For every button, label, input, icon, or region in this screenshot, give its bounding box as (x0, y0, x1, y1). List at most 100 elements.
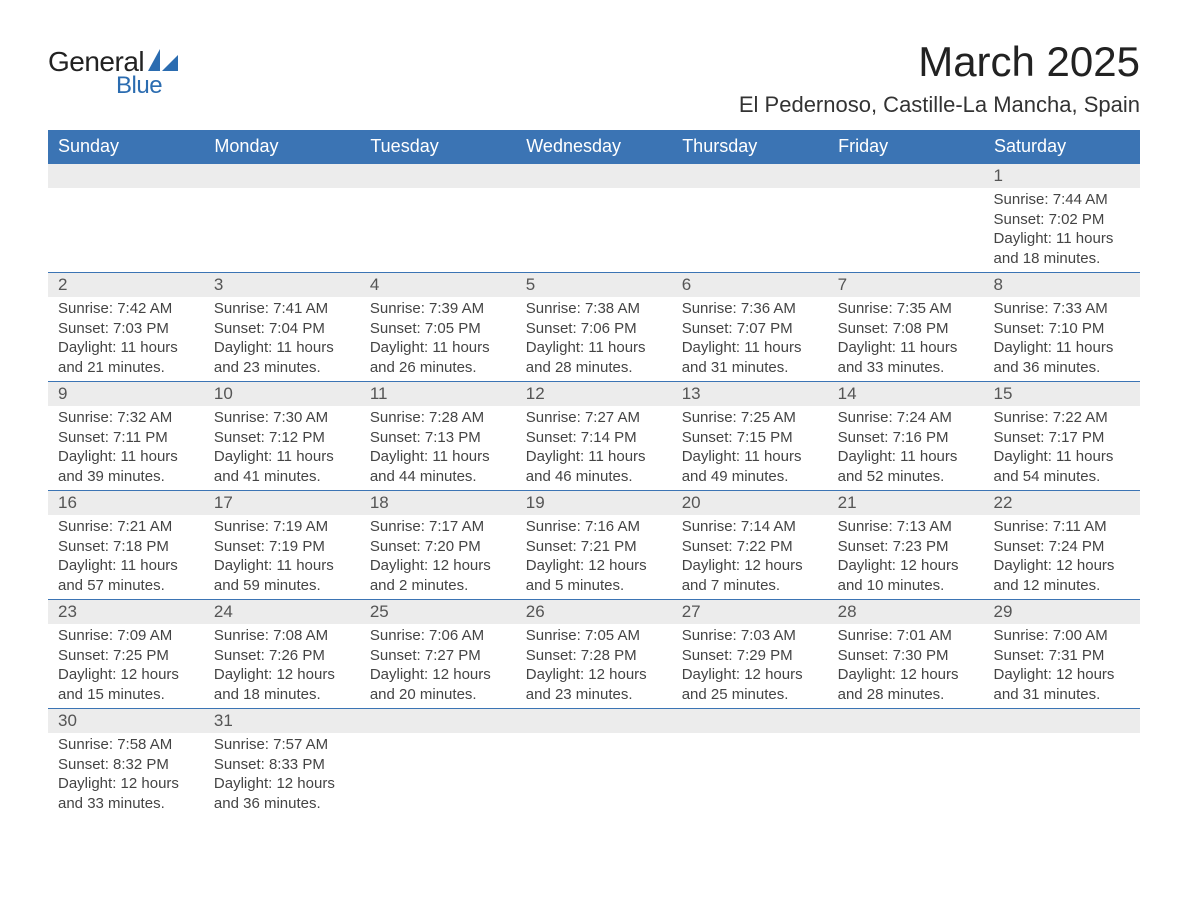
sunset-text: Sunset: 7:26 PM (214, 646, 350, 666)
sunrise-text: Sunrise: 7:25 AM (682, 408, 818, 428)
daylight-text: and 36 minutes. (214, 794, 350, 814)
sunset-text: Sunset: 8:33 PM (214, 755, 350, 775)
day-number-cell (360, 709, 516, 734)
weekday-header: Monday (204, 130, 360, 164)
daylight-text: Daylight: 12 hours (838, 556, 974, 576)
sunrise-text: Sunrise: 7:58 AM (58, 735, 194, 755)
sunset-text: Sunset: 7:30 PM (838, 646, 974, 666)
day-number-cell: 17 (204, 491, 360, 516)
logo: General Blue (48, 38, 180, 100)
sunrise-text: Sunrise: 7:36 AM (682, 299, 818, 319)
day-number-cell (48, 164, 204, 189)
day-data-cell: Sunrise: 7:14 AMSunset: 7:22 PMDaylight:… (672, 515, 828, 600)
calendar-body: 1 Sunrise: 7:44 AMSunset: 7:02 PMDayligh… (48, 164, 1140, 818)
logo-text-blue: Blue (116, 72, 162, 100)
daylight-text: and 41 minutes. (214, 467, 350, 487)
data-row: Sunrise: 7:58 AMSunset: 8:32 PMDaylight:… (48, 733, 1140, 817)
day-number-cell (204, 164, 360, 189)
day-number-cell: 29 (984, 600, 1140, 625)
day-number-cell: 4 (360, 273, 516, 298)
daylight-text: Daylight: 11 hours (370, 447, 506, 467)
day-number-cell: 24 (204, 600, 360, 625)
sunset-text: Sunset: 7:06 PM (526, 319, 662, 339)
day-data-cell (360, 733, 516, 817)
sunset-text: Sunset: 7:05 PM (370, 319, 506, 339)
daylight-text: Daylight: 12 hours (58, 774, 194, 794)
day-data-cell: Sunrise: 7:06 AMSunset: 7:27 PMDaylight:… (360, 624, 516, 709)
day-data-cell: Sunrise: 7:19 AMSunset: 7:19 PMDaylight:… (204, 515, 360, 600)
data-row: Sunrise: 7:32 AMSunset: 7:11 PMDaylight:… (48, 406, 1140, 491)
day-data-cell: Sunrise: 7:36 AMSunset: 7:07 PMDaylight:… (672, 297, 828, 382)
page-header: General Blue March 2025 El Pedernoso, Ca… (48, 38, 1140, 118)
daylight-text: Daylight: 12 hours (682, 556, 818, 576)
day-number-cell (516, 709, 672, 734)
daylight-text: and 20 minutes. (370, 685, 506, 705)
day-number-cell: 3 (204, 273, 360, 298)
daylight-text: and 31 minutes. (994, 685, 1130, 705)
day-data-cell (516, 733, 672, 817)
day-number-cell: 14 (828, 382, 984, 407)
daylight-text: Daylight: 11 hours (58, 338, 194, 358)
sunset-text: Sunset: 7:20 PM (370, 537, 506, 557)
location-subtitle: El Pedernoso, Castille-La Mancha, Spain (739, 92, 1140, 118)
day-data-cell: Sunrise: 7:42 AMSunset: 7:03 PMDaylight:… (48, 297, 204, 382)
day-data-cell: Sunrise: 7:27 AMSunset: 7:14 PMDaylight:… (516, 406, 672, 491)
daylight-text: Daylight: 11 hours (682, 338, 818, 358)
day-number-cell: 19 (516, 491, 672, 516)
weekday-header: Tuesday (360, 130, 516, 164)
day-data-cell: Sunrise: 7:25 AMSunset: 7:15 PMDaylight:… (672, 406, 828, 491)
day-data-cell: Sunrise: 7:22 AMSunset: 7:17 PMDaylight:… (984, 406, 1140, 491)
day-data-cell: Sunrise: 7:00 AMSunset: 7:31 PMDaylight:… (984, 624, 1140, 709)
sunrise-text: Sunrise: 7:19 AM (214, 517, 350, 537)
sunset-text: Sunset: 7:29 PM (682, 646, 818, 666)
day-data-cell (672, 733, 828, 817)
daylight-text: and 33 minutes. (838, 358, 974, 378)
day-number-cell: 20 (672, 491, 828, 516)
data-row: Sunrise: 7:21 AMSunset: 7:18 PMDaylight:… (48, 515, 1140, 600)
daylight-text: and 12 minutes. (994, 576, 1130, 596)
sunrise-text: Sunrise: 7:13 AM (838, 517, 974, 537)
day-data-cell (360, 188, 516, 273)
day-number-cell: 7 (828, 273, 984, 298)
daylight-text: Daylight: 12 hours (214, 774, 350, 794)
day-number-cell: 25 (360, 600, 516, 625)
daylight-text: and 23 minutes. (526, 685, 662, 705)
weekday-header-row: Sunday Monday Tuesday Wednesday Thursday… (48, 130, 1140, 164)
day-number-cell: 1 (984, 164, 1140, 189)
sunset-text: Sunset: 7:18 PM (58, 537, 194, 557)
day-number-cell: 5 (516, 273, 672, 298)
daylight-text: Daylight: 11 hours (994, 229, 1130, 249)
sunset-text: Sunset: 7:13 PM (370, 428, 506, 448)
daylight-text: Daylight: 12 hours (682, 665, 818, 685)
daylight-text: and 31 minutes. (682, 358, 818, 378)
daynum-row: 9101112131415 (48, 382, 1140, 407)
daylight-text: Daylight: 11 hours (994, 447, 1130, 467)
daylight-text: and 10 minutes. (838, 576, 974, 596)
day-data-cell: Sunrise: 7:01 AMSunset: 7:30 PMDaylight:… (828, 624, 984, 709)
daylight-text: and 52 minutes. (838, 467, 974, 487)
sunset-text: Sunset: 7:10 PM (994, 319, 1130, 339)
daylight-text: Daylight: 11 hours (58, 556, 194, 576)
sunset-text: Sunset: 7:12 PM (214, 428, 350, 448)
day-number-cell: 22 (984, 491, 1140, 516)
day-number-cell: 31 (204, 709, 360, 734)
daynum-row: 2345678 (48, 273, 1140, 298)
daylight-text: Daylight: 11 hours (214, 338, 350, 358)
sunrise-text: Sunrise: 7:35 AM (838, 299, 974, 319)
day-data-cell: Sunrise: 7:21 AMSunset: 7:18 PMDaylight:… (48, 515, 204, 600)
sunrise-text: Sunrise: 7:44 AM (994, 190, 1130, 210)
sunset-text: Sunset: 7:07 PM (682, 319, 818, 339)
day-data-cell: Sunrise: 7:28 AMSunset: 7:13 PMDaylight:… (360, 406, 516, 491)
weekday-header: Wednesday (516, 130, 672, 164)
day-number-cell: 10 (204, 382, 360, 407)
daylight-text: and 18 minutes. (214, 685, 350, 705)
day-data-cell (516, 188, 672, 273)
day-number-cell: 18 (360, 491, 516, 516)
sunset-text: Sunset: 8:32 PM (58, 755, 194, 775)
daylight-text: and 21 minutes. (58, 358, 194, 378)
daylight-text: and 59 minutes. (214, 576, 350, 596)
sunrise-text: Sunrise: 7:57 AM (214, 735, 350, 755)
day-data-cell (204, 188, 360, 273)
day-number-cell (360, 164, 516, 189)
daylight-text: Daylight: 11 hours (838, 447, 974, 467)
